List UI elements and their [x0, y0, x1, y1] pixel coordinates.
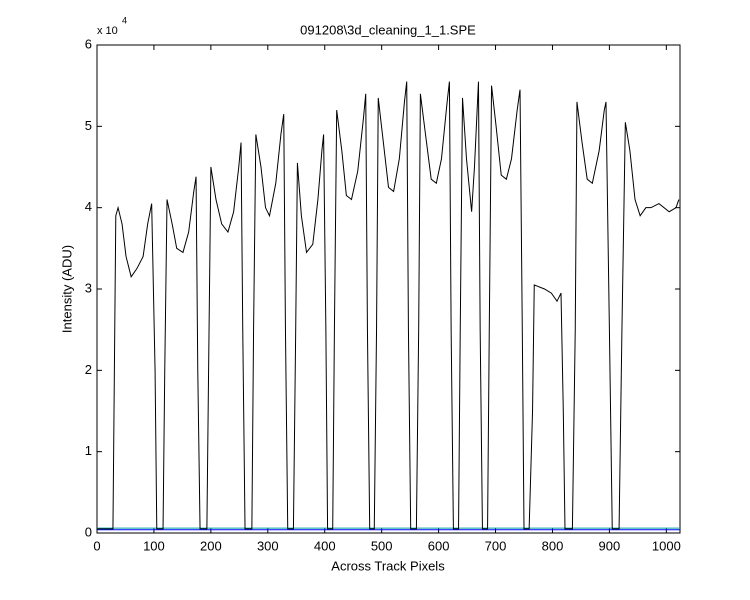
y-multiplier-exponent: 4 [122, 15, 127, 25]
chart-title: 091208\3d_cleaning_1_1.SPE [300, 22, 476, 37]
y-tick-label: 2 [85, 362, 92, 377]
x-tick-label: 100 [143, 538, 165, 553]
x-tick-label: 500 [371, 538, 393, 553]
x-tick-label: 200 [200, 538, 222, 553]
y-multiplier: x 10 [97, 25, 118, 37]
y-tick-label: 3 [85, 280, 92, 295]
plot-frame [96, 44, 681, 534]
y-tick-label: 1 [85, 443, 92, 458]
y-tick-label: 5 [85, 118, 92, 133]
y-tick-label: 4 [85, 199, 92, 214]
x-tick-label: 0 [93, 538, 100, 553]
x-tick-label: 900 [599, 538, 621, 553]
x-tick-label: 800 [542, 538, 564, 553]
x-tick-label: 1000 [652, 538, 681, 553]
x-tick-label: 700 [485, 538, 507, 553]
x-tick-label: 300 [257, 538, 279, 553]
y-tick-label: 0 [85, 524, 92, 539]
y-tick-label: 6 [85, 36, 92, 51]
x-axis-label: Across Track Pixels [331, 558, 445, 573]
data-line [97, 81, 680, 530]
x-tick-label: 400 [314, 538, 336, 553]
x-tick-label: 600 [428, 538, 450, 553]
y-axis-label: Intensity (ADU) [59, 245, 74, 333]
